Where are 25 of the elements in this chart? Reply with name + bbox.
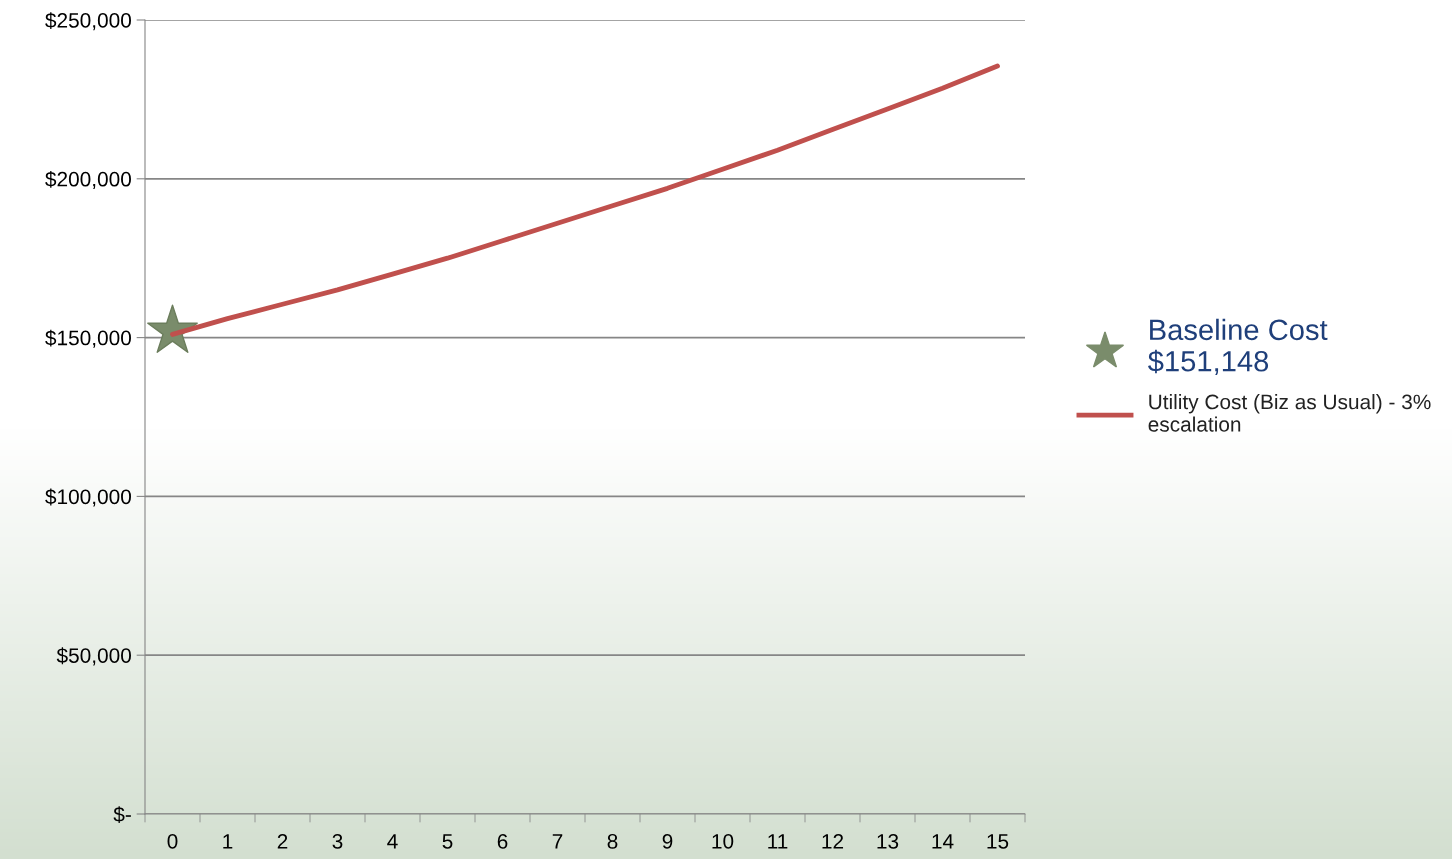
x-tick-label: 0 [167,833,178,849]
x-tick-label: 3 [332,833,343,849]
y-tick-label: $- [113,806,131,823]
x-tick-label: 15 [987,834,1009,849]
y-tick-label: $250,000 [45,12,131,31]
x-tick-label: 14 [932,834,954,849]
x-tick-label: 4 [387,834,398,849]
line-series [170,63,1000,337]
x-tick-label: 6 [497,833,508,849]
y-tick-label: $100,000 [45,488,131,507]
x-tick-label: 12 [822,833,844,849]
x-tick-label: 10 [712,833,734,849]
x-tick-label: 9 [662,833,673,849]
x-tick-label: 8 [607,833,618,849]
y-tick-label: $50,000 [56,647,131,666]
legend-label: Utility Cost (Biz as Usual) - 3% escalation [1148,394,1431,432]
y-tick-label: $150,000 [45,329,131,348]
x-tick-label: 7 [552,834,563,849]
x-tick-label: 2 [277,833,288,849]
x-tick-label: 13 [877,833,899,849]
x-tick-label: 1 [223,834,233,849]
y-tick-label: $200,000 [45,170,131,190]
legend-label: Baseline Cost $151,148 [1148,318,1328,376]
x-tick-label: 5 [442,834,453,849]
x-tick-label: 11 [768,834,788,849]
